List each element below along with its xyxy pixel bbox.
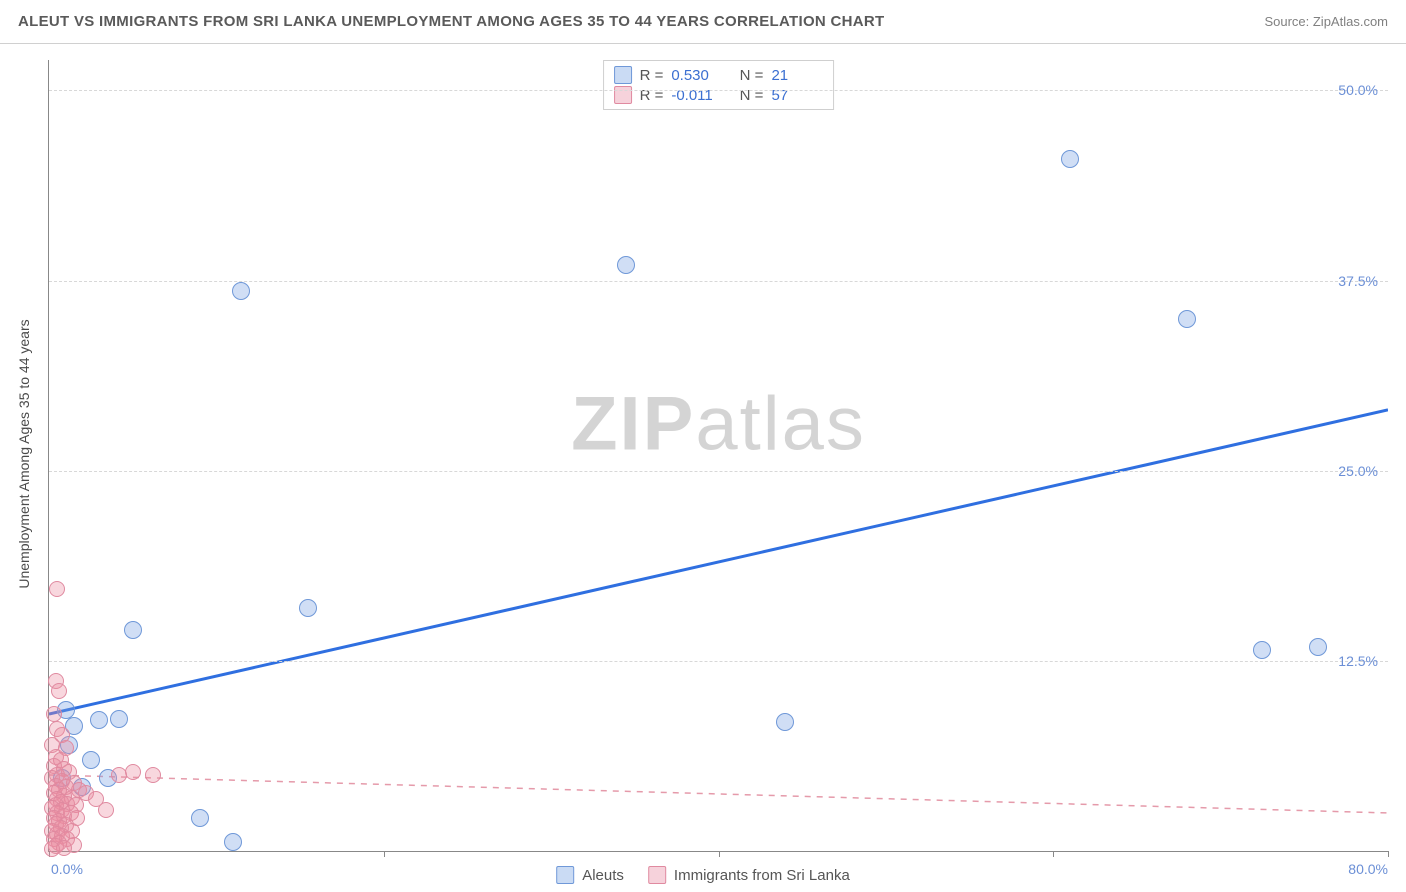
- legend-swatch: [614, 66, 632, 84]
- data-point: [110, 710, 128, 728]
- data-point: [82, 751, 100, 769]
- n-value: 57: [771, 87, 823, 104]
- x-tick: [1053, 851, 1054, 857]
- scatter-plot: ZIPatlas R = 0.530 N = 21R = -0.011 N = …: [48, 60, 1388, 852]
- n-label: N =: [731, 67, 763, 84]
- trend-line: [49, 410, 1388, 714]
- x-tick-label: 80.0%: [1348, 861, 1388, 877]
- data-point: [124, 621, 142, 639]
- data-point: [90, 711, 108, 729]
- n-value: 21: [771, 67, 823, 84]
- data-point: [145, 767, 161, 783]
- trend-line: [49, 775, 1388, 813]
- x-tick: [1388, 851, 1389, 857]
- x-tick: [384, 851, 385, 857]
- data-point: [1309, 638, 1327, 656]
- gridline: [49, 281, 1388, 282]
- r-value: 0.530: [671, 67, 723, 84]
- legend-item: Immigrants from Sri Lanka: [648, 866, 850, 884]
- series-legend: Aleuts Immigrants from Sri Lanka: [556, 866, 850, 884]
- legend-swatch: [648, 866, 666, 884]
- x-tick-label: 0.0%: [51, 861, 83, 877]
- trend-lines: [49, 60, 1388, 851]
- data-point: [1253, 641, 1271, 659]
- data-point: [46, 706, 62, 722]
- data-point: [776, 713, 794, 731]
- gridline: [49, 90, 1388, 91]
- correlation-row: R = -0.011 N = 57: [614, 85, 824, 105]
- r-label: R =: [640, 87, 664, 104]
- data-point: [44, 841, 60, 857]
- data-point: [224, 833, 242, 851]
- legend-label: Aleuts: [582, 867, 624, 884]
- data-point: [125, 764, 141, 780]
- data-point: [299, 599, 317, 617]
- watermark: ZIPatlas: [571, 380, 866, 467]
- y-tick-label: 12.5%: [1338, 653, 1378, 669]
- data-point: [1061, 150, 1079, 168]
- correlation-legend: R = 0.530 N = 21R = -0.011 N = 57: [603, 60, 835, 110]
- legend-swatch: [614, 86, 632, 104]
- gridline: [49, 661, 1388, 662]
- x-tick: [719, 851, 720, 857]
- y-axis-label: Unemployment Among Ages 35 to 44 years: [16, 319, 32, 588]
- chart-title: ALEUT VS IMMIGRANTS FROM SRI LANKA UNEMP…: [18, 13, 885, 30]
- data-point: [191, 809, 209, 827]
- data-point: [617, 256, 635, 274]
- gridline: [49, 471, 1388, 472]
- data-point: [232, 282, 250, 300]
- n-label: N =: [731, 87, 763, 104]
- r-label: R =: [640, 67, 664, 84]
- data-point: [98, 802, 114, 818]
- y-tick-label: 25.0%: [1338, 463, 1378, 479]
- data-point: [49, 581, 65, 597]
- y-tick-label: 37.5%: [1338, 273, 1378, 289]
- data-point: [1178, 310, 1196, 328]
- data-point: [51, 683, 67, 699]
- source-label: Source: ZipAtlas.com: [1264, 14, 1388, 29]
- y-tick-label: 50.0%: [1338, 82, 1378, 98]
- legend-swatch: [556, 866, 574, 884]
- legend-item: Aleuts: [556, 866, 624, 884]
- legend-label: Immigrants from Sri Lanka: [674, 867, 850, 884]
- title-bar: ALEUT VS IMMIGRANTS FROM SRI LANKA UNEMP…: [0, 0, 1406, 44]
- correlation-row: R = 0.530 N = 21: [614, 65, 824, 85]
- r-value: -0.011: [671, 87, 723, 104]
